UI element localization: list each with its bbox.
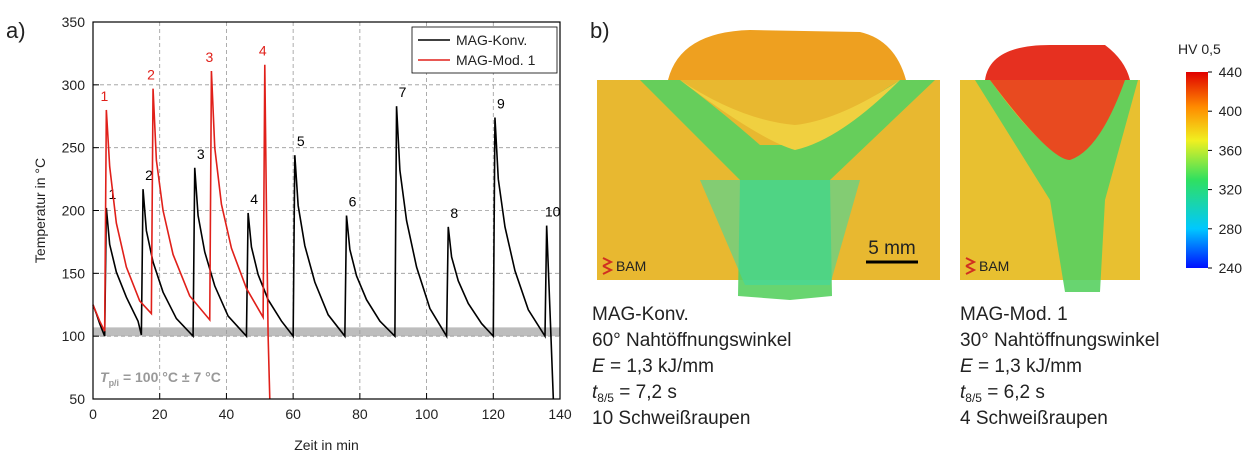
y-tick-label: 250 <box>62 140 86 156</box>
caption-text: = 1,3 kJ/mm <box>605 356 714 377</box>
caption-text: = 7,2 s <box>614 382 677 403</box>
y-tick-label: 50 <box>69 391 85 407</box>
point-label: 4 <box>250 191 258 207</box>
scale-bar-label: 5 mm <box>868 238 916 259</box>
colorbar-tick-label: 360 <box>1219 142 1243 158</box>
colorbar <box>1186 72 1208 268</box>
y-tick-label: 300 <box>62 77 86 93</box>
caption-var: E <box>592 356 605 377</box>
band-label-var: T <box>100 369 110 385</box>
colorbar-title: HV 0,5 <box>1178 41 1221 57</box>
point-label: 6 <box>349 194 357 210</box>
caption-var: t <box>592 382 598 403</box>
x-tick-label: 120 <box>482 406 506 422</box>
y-tick-label: 200 <box>62 203 86 219</box>
caption-line: MAG-Konv. <box>592 304 689 325</box>
colorbar-tick-label: 240 <box>1219 260 1243 276</box>
logo-icon <box>965 257 977 275</box>
hardness-map <box>597 30 940 300</box>
caption-text: = 6,2 s <box>982 382 1045 403</box>
point-label: 5 <box>297 133 305 149</box>
logo: BAM <box>616 258 646 274</box>
colorbar-tick-label: 440 <box>1219 64 1243 80</box>
panel-label: a) <box>6 18 26 43</box>
caption-var: E <box>960 356 973 377</box>
x-tick-label: 40 <box>219 406 235 422</box>
point-label: 8 <box>450 205 458 221</box>
caption-line: 10 Schweißraupen <box>592 408 750 429</box>
band-label-text: = 100 °C ± 7 °C <box>119 369 221 385</box>
tolerance-band <box>93 327 560 337</box>
point-label: 7 <box>399 84 407 100</box>
point-label: 9 <box>497 96 505 112</box>
caption-line: 30° Nahtöffnungswinkel <box>960 330 1160 351</box>
point-label: 10 <box>545 204 561 220</box>
point-label: 2 <box>147 67 155 83</box>
legend-label: MAG-Konv. <box>456 32 527 48</box>
caption-line: 60° Nahtöffnungswinkel <box>592 330 792 351</box>
logo-icon <box>602 257 614 275</box>
point-label: 3 <box>197 146 205 162</box>
caption-line: t8/5 = 6,2 s <box>960 382 1045 405</box>
point-label: 4 <box>259 43 267 59</box>
colorbar-tick-label: 280 <box>1219 221 1243 237</box>
caption-line: E = 1,3 kJ/mm <box>960 356 1082 377</box>
x-tick-label: 20 <box>152 406 168 422</box>
band-label: Tp/i = 100 °C ± 7 °C <box>100 369 221 388</box>
caption-line: t8/5 = 7,2 s <box>592 382 677 405</box>
x-axis-label: Zeit in min <box>294 437 359 453</box>
point-label: 2 <box>145 167 153 183</box>
caption-line: 4 Schweißraupen <box>960 408 1108 429</box>
colorbar-tick-label: 400 <box>1219 103 1243 119</box>
legend-label: MAG-Mod. 1 <box>456 52 536 68</box>
colorbar-tick-label: 320 <box>1219 182 1243 198</box>
caption-line: E = 1,3 kJ/mm <box>592 356 714 377</box>
y-tick-label: 150 <box>62 265 86 281</box>
x-tick-label: 140 <box>548 406 572 422</box>
x-tick-label: 0 <box>89 406 97 422</box>
x-tick-label: 60 <box>285 406 301 422</box>
caption-sub: 8/5 <box>597 391 614 405</box>
hardness-map <box>960 45 1140 292</box>
point-label: 3 <box>206 49 214 65</box>
y-tick-label: 350 <box>62 14 86 30</box>
band-label-sub: p/i <box>109 378 120 388</box>
logo: BAM <box>979 258 1009 274</box>
x-tick-label: 80 <box>352 406 368 422</box>
point-label: 1 <box>100 88 108 104</box>
y-axis-label: Temperatur in °C <box>32 158 48 263</box>
x-tick-label: 100 <box>415 406 439 422</box>
caption-sub: 8/5 <box>965 391 982 405</box>
caption-text: = 1,3 kJ/mm <box>973 356 1082 377</box>
caption-var: t <box>960 382 966 403</box>
panel-label: b) <box>590 18 610 43</box>
series-line <box>92 106 555 400</box>
caption-line: MAG-Mod. 1 <box>960 304 1068 325</box>
legend-box <box>411 26 558 74</box>
plot-frame <box>92 21 561 400</box>
y-tick-label: 100 <box>62 328 86 344</box>
series-line <box>92 64 271 400</box>
